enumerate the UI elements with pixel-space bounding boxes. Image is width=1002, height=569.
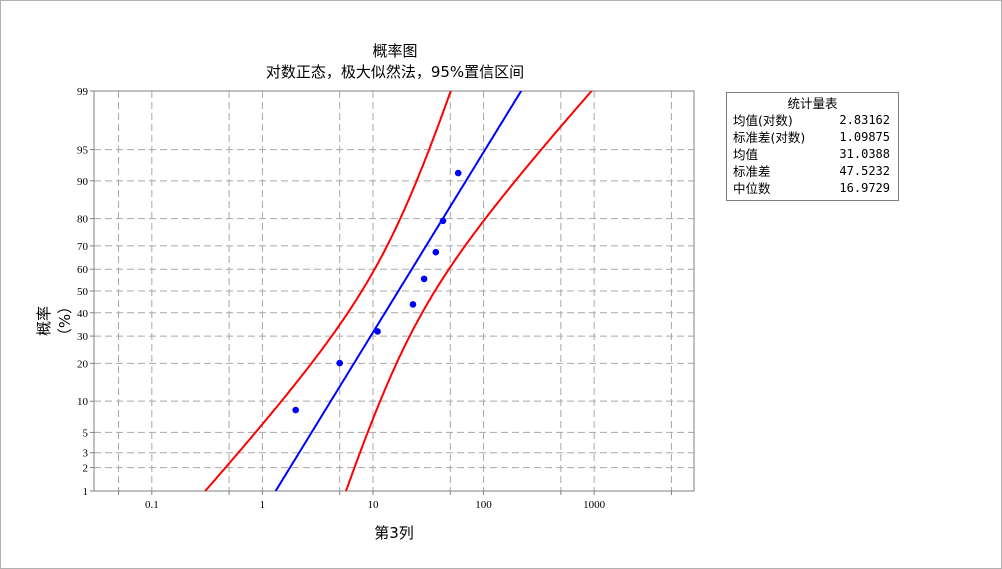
curve-layer <box>203 91 593 491</box>
y-tick-label: 95 <box>77 145 89 157</box>
stat-row-mean: 均值 31.0388 <box>727 146 898 163</box>
x-tick-label: 1000 <box>583 499 606 511</box>
y-tick-label: 50 <box>77 286 89 298</box>
stat-row-log-sd: 标准差(对数) 1.09875 <box>727 129 898 146</box>
stat-value: 2.83162 <box>839 113 890 127</box>
y-tick-label: 80 <box>77 214 89 226</box>
data-point <box>292 406 299 414</box>
stat-value: 47.5232 <box>839 164 890 178</box>
stat-value: 16.9729 <box>839 181 890 195</box>
y-tick-label: 30 <box>77 331 89 343</box>
y-tick-label: 90 <box>77 176 89 188</box>
x-tick-label: 10 <box>367 499 379 511</box>
stat-label: 中位数 <box>733 181 771 196</box>
stat-row-sd: 标准差 47.5232 <box>727 163 898 180</box>
data-point <box>336 359 343 367</box>
ci-upper-curve <box>344 91 593 491</box>
point-layer <box>292 169 462 414</box>
chart-title: 概率图 <box>372 42 418 60</box>
statistics-table-title: 统计量表 <box>787 96 838 111</box>
stat-row-log-mean: 均值(对数) 2.83162 <box>727 112 898 129</box>
stat-label: 均值(对数) <box>733 113 793 128</box>
grid-layer <box>94 90 694 492</box>
x-tick-label: 1 <box>260 499 266 511</box>
data-point <box>454 169 462 177</box>
y-tick-label: 10 <box>77 396 89 408</box>
data-point <box>432 248 440 256</box>
stat-value: 1.09875 <box>839 130 890 144</box>
y-tick-label: 70 <box>77 241 89 253</box>
x-axis-label: 第3列 <box>374 524 414 542</box>
x-tick-label: 100 <box>475 499 492 511</box>
y-tick-label: 3 <box>83 448 89 460</box>
stat-value: 31.0388 <box>839 147 890 161</box>
y-tick-label: 40 <box>77 308 89 320</box>
y-axis-label: 概率（%） <box>35 298 74 344</box>
stat-label: 标准差 <box>733 164 771 179</box>
y-tick-label: 2 <box>83 463 89 475</box>
chart-subtitle: 对数正态，极大似然法，95%置信区间 <box>265 63 525 81</box>
stat-row-median: 中位数 16.9729 <box>727 180 898 197</box>
y-tick-label: 1 <box>83 486 89 498</box>
data-point <box>439 217 447 225</box>
y-tick-label: 20 <box>77 358 89 370</box>
ci-lower-curve <box>203 91 452 491</box>
data-point <box>374 328 381 335</box>
statistics-table: 统计量表 均值(对数) 2.83162 标准差(对数) 1.09875 均值 3… <box>726 92 899 201</box>
stat-label: 标准差(对数) <box>733 130 806 145</box>
tick-layer: 0.1 1 10 100 1000 1 2 3 5 10 20 30 40 50 60 70 80 90 95 99 <box>77 86 672 511</box>
stat-label: 均值 <box>733 147 759 162</box>
data-point <box>409 301 417 308</box>
y-tick-label: 5 <box>83 427 89 439</box>
data-point <box>420 275 428 283</box>
fit-line <box>274 91 523 491</box>
x-tick-label: 0.1 <box>145 499 159 511</box>
y-tick-label: 99 <box>77 86 89 98</box>
y-tick-label: 60 <box>77 264 89 276</box>
